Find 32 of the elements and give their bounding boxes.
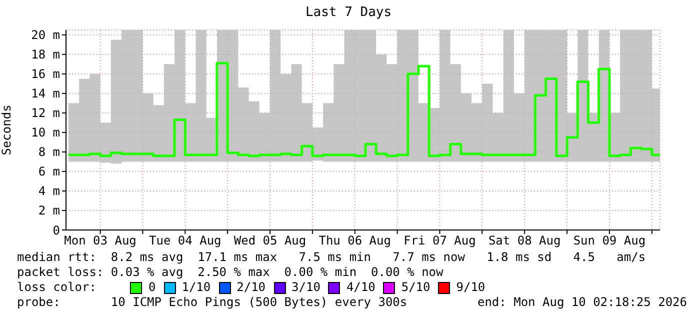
text: median rtt: 8.2 ms avg 17.1 ms max 7.5 ms min 7.7 ms now 1.8 ms sd 4.5 am/s: [17, 250, 647, 265]
legend-label: 2/10: [236, 280, 266, 295]
x-tick-label: Thu 06 Aug: [318, 234, 391, 248]
y-tick-label: 6 m: [38, 164, 60, 179]
legend-label: 5/10: [401, 280, 430, 295]
text: end: Mon Aug 10 02:18:25 2026: [477, 295, 687, 310]
y-tick-label: 18 m: [31, 48, 60, 62]
x-tick-label: Sun 09 Aug: [573, 234, 646, 248]
text: packet loss: 0.03 % avg 2.50 % max 0.00 % min 0.00 % now: [17, 265, 444, 280]
chart-title: Last 7 Days: [304, 5, 393, 20]
x-tick-label: Fri 07 Aug: [404, 234, 476, 248]
x-tick-label: Wed 05 Aug: [234, 234, 306, 248]
legend-label: 0: [148, 280, 156, 295]
y-tick-label: 14 m: [31, 86, 60, 101]
legend-label: 9/10: [456, 280, 486, 295]
y-tick-label: 8 m: [38, 145, 60, 160]
y-tick-label: 16 m: [31, 67, 60, 82]
text: probe: 10 ICMP Echo Pings (500 Bytes) every 300s: [17, 295, 408, 310]
legend-label: 3/10: [292, 280, 320, 295]
y-tick-label: 20 m: [31, 28, 60, 42]
y-tick-label: 12 m: [31, 106, 60, 120]
y-tick-label: 0: [52, 223, 60, 238]
y-tick-label: 10 m: [31, 126, 60, 140]
legend-label: 4/10: [346, 280, 376, 295]
y-tick-label: 4 m: [38, 184, 60, 198]
legend-title: loss color:: [17, 280, 96, 295]
y-axis-title: Seconds: [0, 104, 14, 156]
x-tick-label: Sat 08 Aug: [488, 234, 561, 248]
x-tick-label: Tue 04 Aug: [149, 234, 222, 248]
x-tick-label: Mon 03 Aug: [64, 234, 136, 248]
legend-label: 1/10: [182, 280, 211, 295]
y-tick-label: 2 m: [38, 204, 60, 218]
